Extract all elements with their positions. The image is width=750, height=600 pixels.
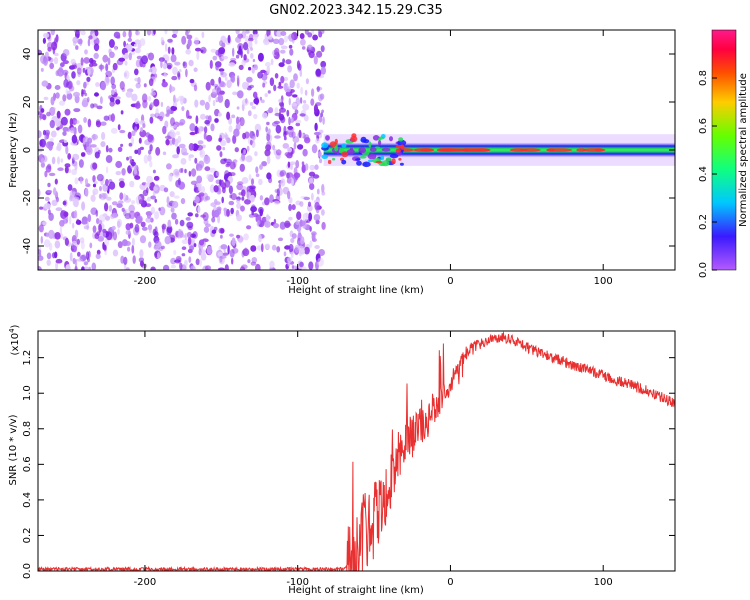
snr-y-tick-label: 0.4: [22, 492, 33, 508]
heatmap-x-tick-label: 100: [594, 276, 613, 287]
colorbar-ticks: 0.0 0.2 0.4 0.6 0.8: [698, 70, 717, 278]
heatmap-x-tick-label: 0: [447, 276, 453, 287]
heatmap-y-tick-label: -20: [22, 190, 33, 206]
heatmap-y-tick-label: 20: [22, 96, 33, 109]
heatmap-x-label: Height of straight line (km): [288, 285, 424, 296]
snr-x-tick-label: 100: [594, 577, 613, 588]
snr-x-label: Height of straight line (km): [288, 585, 424, 596]
heatmap-y-tick-label: 0: [22, 147, 33, 153]
snr-ticks: -200 -100 0 100 0.0 0.2 0.4 0.6 0.8 1.0 1.2: [22, 331, 675, 588]
colorbar: 0.0 0.2 0.4 0.6 0.8 Normalized spectral ampl…: [698, 29, 749, 278]
snr-y-tick-label: 0.2: [22, 527, 33, 543]
snr-y-tick-label: 0.6: [22, 456, 33, 472]
heatmap-x-tick-label: -100: [286, 276, 309, 287]
snr-series-line: [38, 331, 675, 571]
colorbar-tick-label: 0.4: [698, 166, 709, 182]
heatmap-y-label: Frequency (Hz): [8, 112, 19, 188]
colorbar-tick-label: 0.8: [698, 70, 709, 86]
figure-title: GN02.2023.342.15.29.C35: [269, 3, 443, 18]
heatmap-y-tick-label: -40: [22, 238, 33, 254]
heatmap-y-tick-label: 40: [22, 48, 33, 61]
heatmap-noise: [38, 30, 327, 270]
snr-y-tick-label: 0.8: [22, 421, 33, 437]
colorbar-label: Normalized spectral amplitude: [738, 73, 749, 227]
snr-y-tick-label: 1.2: [22, 350, 33, 366]
snr-x-tick-label: -100: [286, 577, 309, 588]
heatmap-band: [323, 142, 675, 158]
snr-y-tick-label: 0.0: [22, 563, 33, 579]
heatmap-x-tick-label: -200: [134, 276, 157, 287]
snr-x-tick-label: 0: [447, 577, 453, 588]
colorbar-tick-label: 0.6: [698, 118, 709, 134]
heatmap-marks: [38, 30, 675, 270]
snr-panel: -200 -100 0 100 0.0 0.2 0.4 0.6 0.8 1.0 1.2 Height…: [8, 324, 676, 596]
colorbar-tick-label: 0.0: [698, 262, 709, 278]
snr-frame: [37, 330, 676, 572]
colorbar-tick-label: 0.2: [698, 214, 709, 230]
heatmap-band-onset: [321, 133, 407, 168]
snr-y-label: SNR (10 * v/v): [8, 414, 19, 485]
colorbar-gradient: [711, 29, 737, 271]
snr-x-tick-label: -200: [134, 577, 157, 588]
snr-y-tick-label: 1.0: [22, 385, 33, 401]
snr-scale-label: (x104): [8, 324, 21, 355]
